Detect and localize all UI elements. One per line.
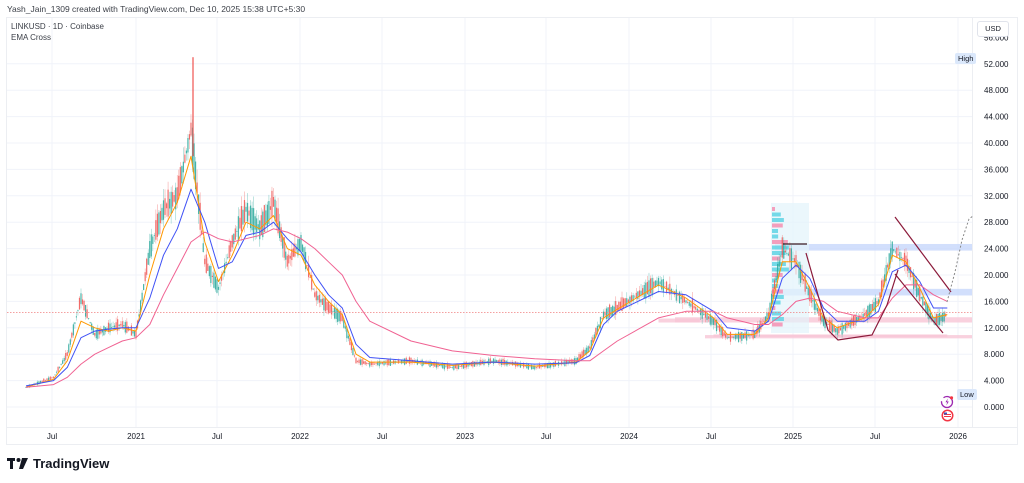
time-tick-label: Jul	[541, 432, 551, 441]
price-tick-label: 0.000	[984, 403, 1005, 412]
chart-legend: LINKUSD · 1D · Coinbase EMA Cross	[11, 21, 104, 43]
price-tick-label: 52.000	[984, 60, 1009, 69]
time-tick-label: Jul	[706, 432, 716, 441]
currency-button[interactable]: USD	[977, 21, 1009, 37]
high-tag: High	[955, 53, 977, 64]
price-tick-label: 48.000	[984, 86, 1009, 95]
grid-lines	[7, 18, 972, 427]
alert-icon[interactable]	[940, 395, 954, 409]
price-tick-label: 36.000	[984, 165, 1009, 174]
chart-frame	[6, 17, 1018, 445]
time-axis-labels: Jul 2021 Jul 2022 Jul 2023 Jul 2024 Jul 2025 Jul 20…	[47, 432, 968, 441]
time-tick-label: Jul	[212, 432, 222, 441]
ema-lines	[7, 155, 972, 388]
time-tick-label: Jul	[377, 432, 387, 441]
price-scale-divider	[972, 17, 973, 427]
price-tick-label: 4.000	[984, 377, 1005, 386]
price-axis-labels: 0.000 4.000 8.000 12.000 16.000 20.000 24.000 2…	[984, 33, 1009, 412]
price-tick-label: 56.000	[984, 33, 1009, 42]
price-tick-label: 28.000	[984, 218, 1009, 227]
channel-lower-line[interactable]	[894, 273, 944, 334]
time-tick-label: 2024	[620, 432, 638, 441]
cup-pattern-line[interactable]	[805, 252, 899, 341]
time-tick-label: 2025	[784, 432, 802, 441]
low-tag: Low	[957, 389, 977, 400]
tradingview-mark-icon	[7, 458, 28, 469]
price-tick-label: 8.000	[984, 350, 1005, 359]
pattern-drawings[interactable]	[783, 215, 974, 341]
us-flag-event-icon[interactable]	[941, 409, 954, 422]
time-scale-divider	[6, 427, 1018, 428]
brand-name: TradingView	[33, 456, 110, 471]
tradingview-logo[interactable]: TradingView	[7, 456, 109, 471]
time-tick-label: 2021	[127, 432, 145, 441]
projection-path[interactable]	[946, 215, 974, 303]
price-tick-label: 20.000	[984, 271, 1009, 280]
time-tick-label: 2023	[456, 432, 474, 441]
time-tick-label: 2022	[291, 432, 309, 441]
channel-upper-line[interactable]	[894, 216, 952, 293]
ema-line-1	[25, 155, 948, 388]
symbol-info[interactable]: LINKUSD · 1D · Coinbase	[11, 22, 104, 31]
indicator-label[interactable]: EMA Cross	[11, 33, 52, 42]
time-tick-label: 2026	[949, 432, 967, 441]
price-tick-label: 12.000	[984, 324, 1009, 333]
chart-credit: Yash_Jain_1309 created with TradingView.…	[7, 4, 306, 14]
time-tick-label: Jul	[47, 432, 57, 441]
price-tick-label: 24.000	[984, 245, 1009, 254]
price-tick-label: 44.000	[984, 113, 1009, 122]
price-tick-label: 40.000	[984, 139, 1009, 148]
ema-line-3	[25, 228, 948, 388]
price-tick-label: 16.000	[984, 297, 1009, 306]
price-tick-label: 32.000	[984, 192, 1009, 201]
time-tick-label: Jul	[870, 432, 880, 441]
